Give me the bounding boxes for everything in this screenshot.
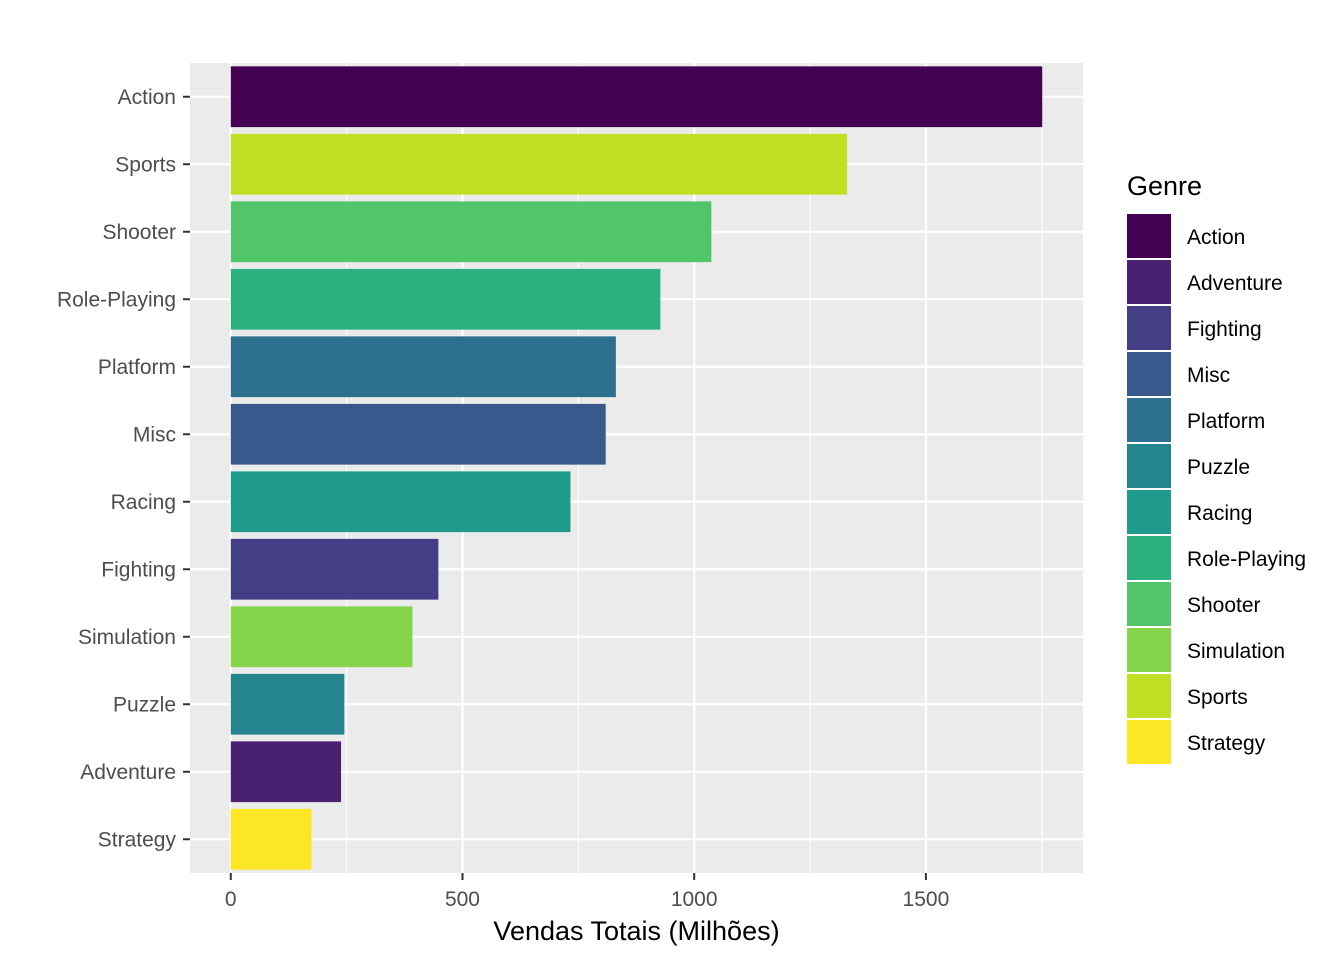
bar-fighting (230, 538, 439, 600)
legend-key (1127, 628, 1171, 672)
bar-misc (230, 403, 606, 465)
y-tick-label: Shooter (102, 221, 176, 244)
y-tick-label: Platform (98, 356, 176, 379)
y-tick-label: Racing (111, 491, 176, 514)
legend-label: Simulation (1187, 640, 1285, 663)
legend-label: Adventure (1187, 272, 1283, 295)
legend-label: Sports (1187, 686, 1248, 709)
y-tick-label: Role-Playing (57, 288, 176, 311)
legend-key (1127, 582, 1171, 626)
bar-simulation (230, 606, 413, 668)
legend-label: Platform (1187, 410, 1265, 433)
bar-sports (230, 133, 848, 195)
legend-key (1127, 444, 1171, 488)
y-tick-label: Sports (115, 153, 176, 176)
y-tick-label: Misc (133, 423, 176, 446)
bar-strategy (230, 808, 312, 870)
x-tick-label: 1500 (903, 888, 950, 911)
y-tick-label: Puzzle (113, 693, 176, 716)
x-tick-label: 1000 (671, 888, 718, 911)
bars (230, 66, 1043, 870)
x-tick-label: 0 (225, 888, 237, 911)
bar-role-playing (230, 268, 661, 330)
legend-label: Racing (1187, 502, 1252, 525)
bar-shooter (230, 201, 712, 263)
legend-label: Shooter (1187, 594, 1261, 617)
y-tick-label: Action (118, 86, 176, 109)
bar-platform (230, 336, 616, 398)
y-tick-label: Fighting (101, 558, 176, 581)
bar-adventure (230, 741, 342, 803)
legend-label: Action (1187, 226, 1245, 249)
bar-action (230, 66, 1043, 128)
legend-key (1127, 536, 1171, 580)
legend-key (1127, 352, 1171, 396)
plot-panel (190, 63, 1083, 873)
legend-key (1127, 674, 1171, 718)
y-axis: Action Sports Shooter Role-Playing Platform M… (57, 86, 190, 851)
legend-label: Fighting (1187, 318, 1262, 341)
bar-racing (230, 471, 571, 533)
legend-key (1127, 214, 1171, 258)
legend-key (1127, 260, 1171, 304)
y-tick-label: Strategy (98, 828, 177, 851)
legend-key (1127, 398, 1171, 442)
legend-key (1127, 490, 1171, 534)
legend-label: Role-Playing (1187, 548, 1306, 571)
y-tick-label: Adventure (80, 761, 176, 784)
bar-puzzle (230, 673, 345, 735)
legend: Genre Action Adventure Fighting Misc Platfor… (1127, 171, 1306, 764)
x-axis-title: Vendas Totais (Milhões) (493, 916, 779, 946)
legend-key (1127, 720, 1171, 764)
legend-label: Puzzle (1187, 456, 1250, 479)
legend-label: Strategy (1187, 732, 1266, 755)
legend-key (1127, 306, 1171, 350)
legend-title: Genre (1127, 171, 1202, 201)
x-axis: 0 500 1000 1500 (225, 873, 949, 911)
x-tick-label: 500 (445, 888, 480, 911)
legend-label: Misc (1187, 364, 1230, 387)
y-tick-label: Simulation (78, 626, 176, 649)
